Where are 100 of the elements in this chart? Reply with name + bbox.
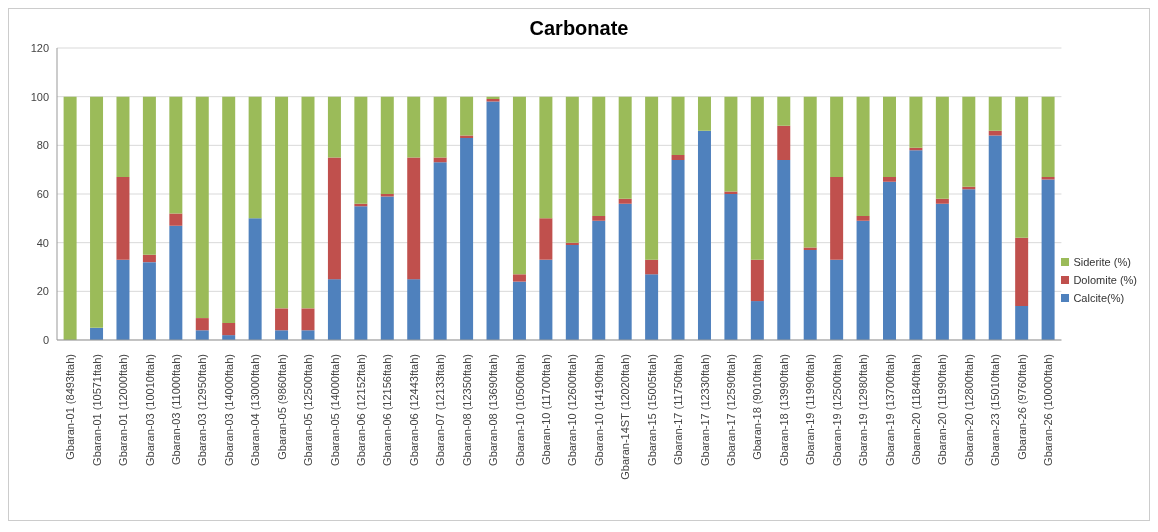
bar (512, 96, 526, 275)
x-tick-label: Gbaran-19 (13700ftah) (883, 354, 896, 466)
bar (645, 96, 659, 260)
x-tick-label: Gbaran-10 (12600ftah) (566, 354, 579, 466)
y-tick-label: 100 (30, 90, 49, 103)
bar (883, 176, 896, 182)
bar (116, 96, 130, 177)
bar (988, 96, 1002, 131)
bar (275, 308, 289, 331)
bar (407, 279, 421, 340)
bar (222, 322, 236, 336)
bar (354, 206, 368, 340)
bar (248, 96, 262, 219)
x-tick-label: Gbaran-10 (14190ftah) (592, 354, 605, 466)
x-tick-label: Gbaran-08 (13690ftah) (487, 354, 500, 466)
x-tick-label: Gbaran-17 (12330ftah) (698, 354, 711, 466)
x-tick-label: Gbaran-01 (8493ftah) (64, 354, 77, 460)
bar (803, 249, 817, 340)
bar (407, 96, 421, 158)
bar (327, 96, 341, 158)
bar (169, 96, 183, 214)
y-tick-label: 20 (36, 285, 49, 298)
bar (750, 96, 764, 260)
x-tick-label: Gbaran-03 (10010ftah) (143, 354, 156, 466)
x-tick-label: Gbaran-26 (9760ftah) (1015, 354, 1028, 460)
legend-label: Siderite (%) (1073, 256, 1131, 268)
bar (671, 159, 685, 340)
bar (539, 96, 553, 219)
bar (883, 181, 896, 340)
bar (988, 130, 1002, 136)
x-tick-label: Gbaran-19 (11990ftah) (804, 354, 817, 466)
bar (697, 96, 711, 131)
bar (592, 96, 606, 216)
bar (301, 96, 315, 309)
bar (222, 96, 236, 323)
bar (671, 155, 685, 160)
bar (830, 259, 844, 340)
bar (90, 96, 104, 328)
bar (671, 96, 685, 156)
x-tick-label: Gbaran-15 (15005ftah) (645, 354, 658, 466)
bar (380, 96, 394, 194)
bar (565, 245, 579, 340)
bar (909, 150, 923, 340)
bar (169, 213, 183, 226)
bar (248, 218, 262, 340)
x-tick-label: Gbaran-06 (12156ftah) (381, 354, 394, 466)
bar (935, 96, 949, 199)
bar (856, 96, 870, 216)
bar (592, 220, 606, 340)
bar (618, 203, 632, 340)
bar (460, 96, 474, 136)
bar (645, 259, 659, 275)
x-tick-label: Gbaran-08 (12350ftah) (460, 354, 473, 466)
bar (460, 138, 474, 340)
bar (142, 254, 156, 263)
bar (830, 96, 844, 177)
bar (539, 218, 553, 260)
bar (433, 162, 447, 340)
bar (195, 318, 209, 331)
bar (512, 281, 526, 340)
y-tick-label: 80 (36, 139, 49, 152)
x-tick-label: Gbaran-14ST (12020ftah) (619, 354, 632, 480)
x-tick-label: Gbaran-07 (12133ftah) (434, 354, 447, 466)
x-tick-label: Gbaran-18 (13990ftah) (777, 354, 790, 466)
bar (645, 274, 659, 340)
bar (565, 96, 579, 243)
bar (63, 96, 77, 340)
bar (195, 330, 209, 340)
legend-label: Calcite(%) (1073, 292, 1125, 304)
bar (1015, 305, 1029, 340)
x-tick-label: Gbaran-06 (12152ftah) (354, 354, 367, 466)
bar (856, 215, 870, 221)
bar (1041, 96, 1055, 177)
x-tick-label: Gbaran-10 (11700ftah) (539, 354, 552, 466)
bar (750, 301, 764, 340)
bar (327, 157, 341, 280)
x-tick-label: Gbaran-01 (10571ftah) (90, 354, 103, 466)
bar (1015, 237, 1029, 306)
bar (724, 194, 738, 340)
bar (380, 196, 394, 340)
x-tick-label: Gbaran-04 (13000ftah) (249, 354, 262, 466)
bar (803, 96, 817, 248)
bar (777, 159, 791, 340)
bar (777, 96, 791, 126)
x-tick-label: Gbaran-05 (9860ftah) (275, 354, 288, 460)
x-tick-label: Gbaran-03 (11000ftah) (169, 354, 182, 466)
bar (935, 203, 949, 340)
bar (856, 220, 870, 340)
x-tick-label: Gbaran-10 (10500ftah) (513, 354, 526, 466)
x-tick-label: Gbaran-01 (12000ftah) (117, 354, 130, 466)
x-tick-label: Gbaran-17 (12590ftah) (725, 354, 738, 466)
bar (142, 96, 156, 255)
bar (618, 96, 632, 199)
bar (962, 189, 976, 340)
bar (1041, 179, 1055, 340)
x-tick-label: Gbaran-20 (11990ftah) (936, 354, 949, 466)
bar (697, 130, 711, 340)
bar (142, 262, 156, 340)
x-tick-label: Gbaran-03 (14000ftah) (222, 354, 235, 466)
bar (116, 176, 130, 260)
